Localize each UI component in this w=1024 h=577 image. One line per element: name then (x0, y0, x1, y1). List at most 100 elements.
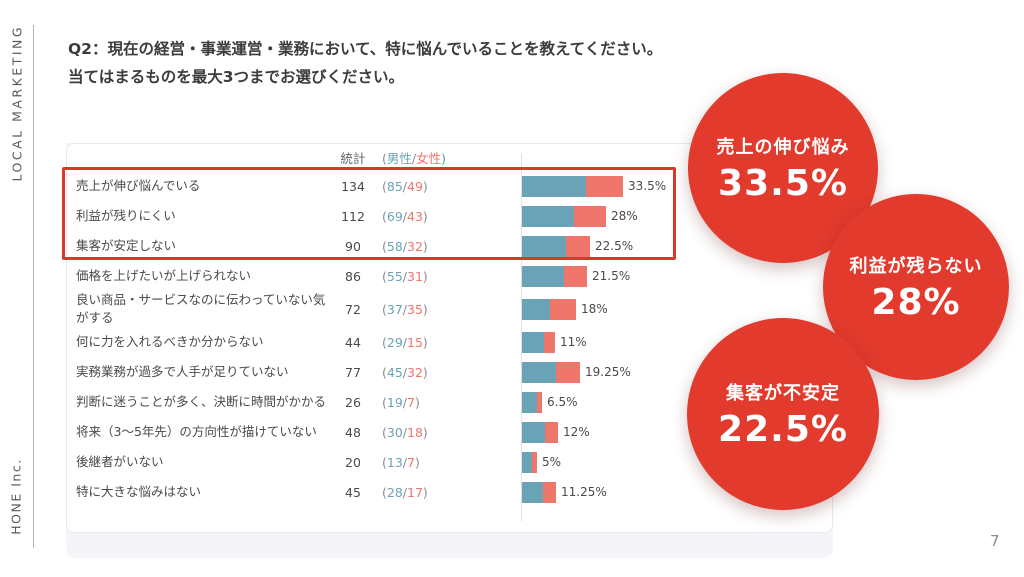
row-total: 44 (345, 334, 361, 350)
stacked-bar (522, 421, 558, 443)
paren-open: ( (382, 238, 387, 254)
bar-percent-label: 19.25% (585, 365, 631, 380)
bar-percent-label: 5% (542, 455, 562, 470)
slash: / (402, 334, 408, 350)
row-total: 86 (345, 268, 361, 284)
question-line-2: 当てはまるものを最大3つまでお選びください。 (68, 67, 404, 86)
table-row: 利益が残りにくい 112 (69/43) 28% (67, 201, 832, 231)
row-male-count: 58 (386, 238, 403, 254)
bar-percent-label: 12% (563, 425, 590, 440)
bar-cell: 11% (467, 331, 832, 353)
bar-cell: 22.5% (467, 235, 832, 257)
row-gender: (28/17) (382, 485, 467, 500)
row-male-count: 29 (386, 334, 403, 350)
row-label: 売上が伸び悩んでいる (76, 177, 201, 193)
bar-male-segment (522, 205, 574, 227)
header-female: 女性 (416, 151, 442, 166)
stacked-bar (522, 235, 590, 257)
row-gender: (19/7) (382, 395, 467, 410)
row-total: 26 (345, 394, 361, 410)
table-row: 売上が伸び悩んでいる 134 (85/49) 33.5% (67, 171, 832, 201)
row-male-count: 55 (386, 268, 403, 284)
stacked-bar (522, 265, 587, 287)
brand-vertical-text-top: LOCAL MARKETING (9, 24, 25, 182)
table-header-row: 統計 (男性/女性) (67, 144, 832, 171)
row-label: 将来（3〜5年先）の方向性が描けていない (76, 424, 317, 440)
stacked-bar (522, 451, 537, 473)
row-gender: (55/31) (382, 269, 467, 284)
row-female-count: 32 (407, 238, 423, 254)
paren-close: ) (422, 268, 428, 284)
paren-open: ( (382, 364, 387, 380)
paren-close: ) (422, 301, 428, 317)
bar-male-segment (522, 235, 566, 257)
bar-percent-label: 11.25% (561, 485, 607, 500)
row-label: 特に大きな悩みはない (76, 484, 202, 500)
bar-axis-line (521, 153, 522, 521)
bar-percent-label: 6.5% (547, 395, 578, 410)
stacked-bar (522, 205, 606, 227)
row-female-count: 49 (407, 178, 423, 194)
bar-percent-label: 28% (611, 209, 638, 223)
callout-label: 利益が残らない (849, 255, 983, 277)
paren-open: ( (382, 424, 387, 440)
row-female-count: 32 (407, 364, 423, 380)
row-gender: (37/35) (382, 302, 467, 317)
paren-close: ) (422, 238, 428, 254)
row-gender: (30/18) (382, 425, 467, 440)
row-total: 48 (345, 424, 361, 440)
row-total: 134 (341, 178, 365, 194)
callout-value: 33.5% (718, 162, 848, 204)
paren-open: ( (382, 178, 387, 194)
callout-circle-customers: 集客が不安定 22.5% (687, 318, 879, 510)
table-row: 実務業務が過多で人手が足りていない 77 (45/32) 19.25% (67, 357, 832, 387)
row-male-count: 37 (386, 301, 403, 317)
slash: / (402, 178, 408, 194)
row-gender: (29/15) (382, 335, 467, 350)
bar-cell: 33.5% (467, 175, 832, 197)
header-slash: / (411, 151, 417, 166)
bar-cell: 21.5% (467, 265, 832, 287)
stacked-bar (522, 361, 580, 383)
bar-female-segment (537, 391, 542, 413)
bar-male-segment (522, 298, 550, 320)
row-label: 実務業務が過多で人手が足りていない (76, 364, 289, 380)
paren-open: ( (382, 208, 387, 224)
table-row: 特に大きな悩みはない 45 (28/17) 11.25% (67, 477, 832, 507)
bar-male-segment (522, 331, 544, 353)
question-line-1: Q2：現在の経営・事業運営・業務において、特に悩んでいることを教えてください。 (68, 40, 663, 58)
table-row: 将来（3〜5年先）の方向性が描けていない 48 (30/18) 12% (67, 417, 832, 447)
bar-cell: 28% (467, 205, 832, 227)
paren-close: ) (422, 364, 428, 380)
slash: / (402, 424, 408, 440)
bar-percent-label: 21.5% (592, 269, 631, 283)
stacked-bar (522, 298, 576, 320)
bar-female-segment (543, 481, 556, 503)
table-row: 価格を上げたいが上げられない 86 (55/31) 21.5% (67, 261, 832, 291)
paren-close: ) (414, 394, 420, 410)
callout-value: 28% (871, 281, 961, 323)
row-total: 77 (345, 364, 361, 380)
paren-open: ( (382, 301, 387, 317)
paren-close: ) (422, 424, 428, 440)
row-male-count: 19 (386, 394, 403, 410)
bar-percent-label: 33.5% (628, 179, 667, 193)
bar-male-segment (522, 391, 537, 413)
bar-male-segment (522, 361, 556, 383)
slash: / (402, 301, 408, 317)
bar-male-segment (522, 481, 543, 503)
slash: / (402, 364, 408, 380)
row-female-count: 43 (407, 208, 423, 224)
paren-open: ( (382, 268, 387, 284)
paren-open: ( (382, 394, 387, 410)
bar-cell: 6.5% (467, 391, 832, 413)
question-title: Q2：現在の経営・事業運営・業務において、特に悩んでいることを教えてください。 … (68, 36, 728, 92)
row-male-count: 13 (386, 454, 403, 470)
table-row: 良い商品・サービスなのに伝わっていない気がする 72 (37/35) 18% (67, 291, 832, 327)
row-total: 45 (345, 484, 361, 500)
header-male: 男性 (386, 151, 412, 166)
bar-female-segment (564, 265, 587, 287)
bar-female-segment (586, 175, 623, 197)
row-label: 判断に迷うことが多く、決断に時間がかかる (76, 394, 327, 410)
row-female-count: 17 (407, 484, 423, 500)
